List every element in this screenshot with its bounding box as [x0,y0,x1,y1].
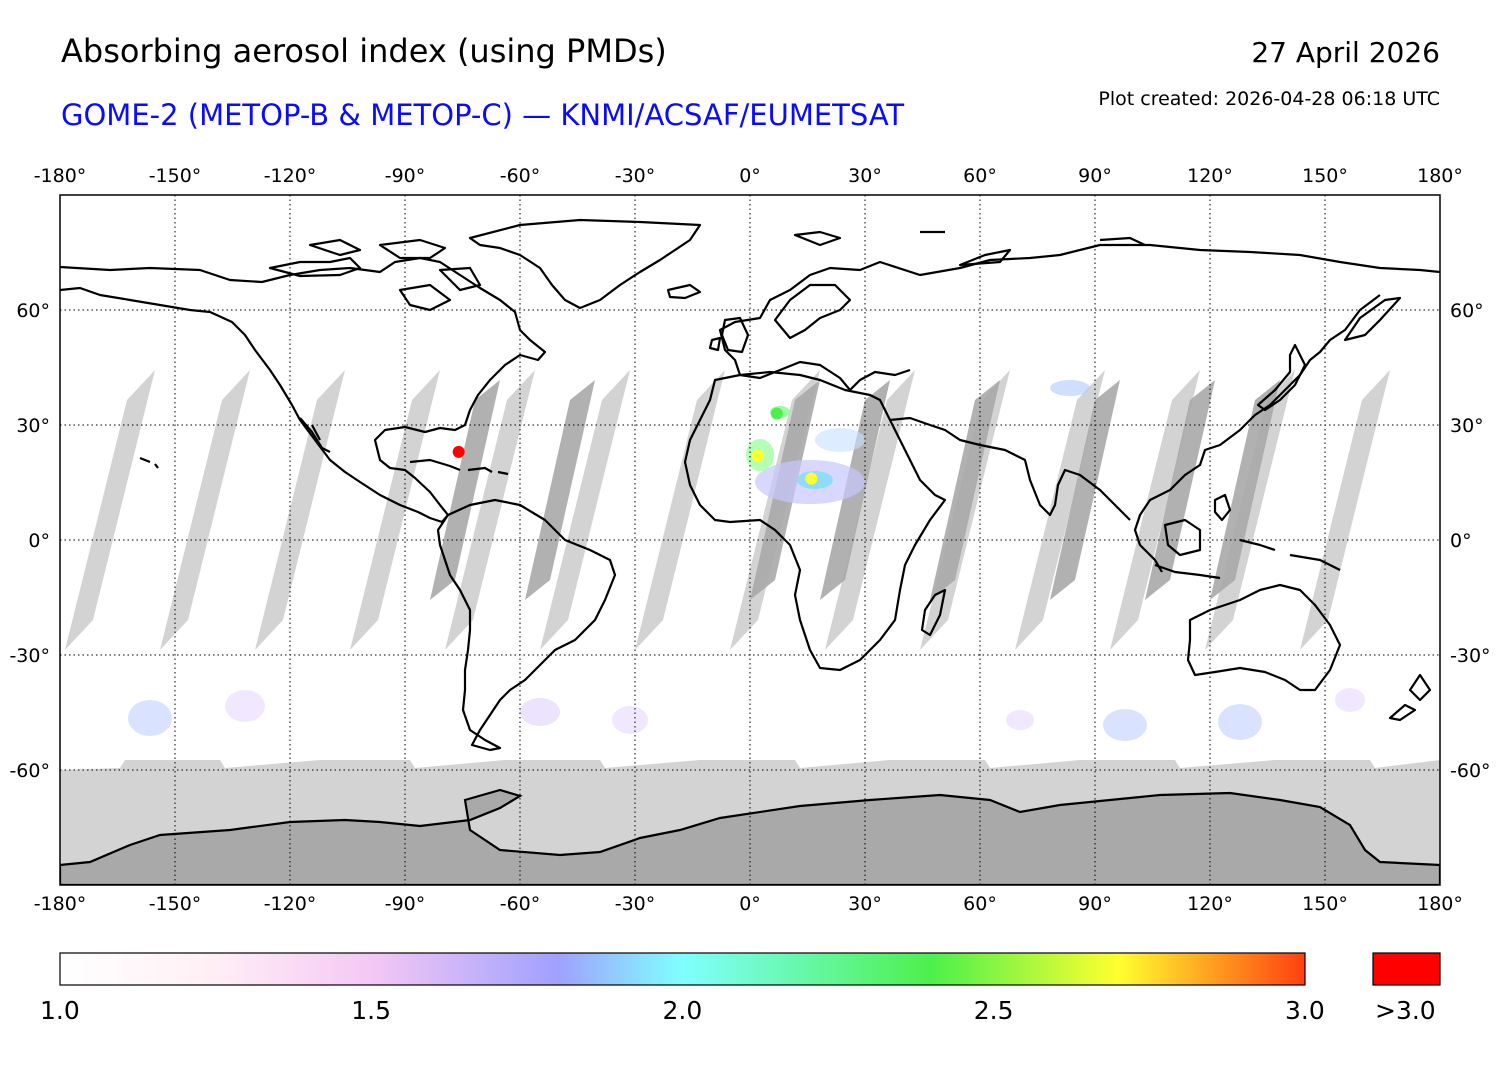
orbit-gap-swaths [65,370,1390,650]
north-america-coast [60,256,547,524]
longitude-tick-label: -180° [34,893,87,915]
kamchatka-coast [1343,296,1402,342]
orbit-gap-swath-land [525,380,595,600]
latitude-labels-right: 60° 30° 0° -30° -60° [1450,300,1491,782]
new-zealand-coast [1388,673,1432,722]
maritime-asia-coast [1154,493,1341,580]
africa-coast [683,370,947,672]
orbit-gap-swath-land [430,380,500,600]
longitude-tick-label: -30° [615,165,656,187]
plot-title: Absorbing aerosol index (using PMDs) [61,32,667,70]
longitude-tick-label: -180° [34,165,87,187]
longitude-tick-label: 150° [1302,893,1348,915]
longitude-tick-label: -150° [149,165,202,187]
scandinavia-coast [773,283,852,340]
longitude-tick-label: 0° [739,893,761,915]
colorbar-tick-label: 1.5 [351,996,392,1025]
colorbar-tick-label: 2.5 [973,996,1014,1025]
mediterranean-coast [739,360,911,392]
aerosol-hotspots [452,407,818,485]
eurasia-coast [718,243,1440,573]
colorbar-over-label: >3.0 [1375,996,1436,1025]
latitude-tick-label: -60° [9,760,50,782]
latitude-tick-label: 0° [1450,530,1472,552]
plot-subtitle: GOME-2 (METOP-B & METOP-C) — KNMI/ACSAF/… [61,98,905,132]
latitude-tick-label: -60° [1450,760,1491,782]
orbit-gap-swath [1300,370,1390,650]
orbit-gap-swath [160,370,250,650]
orbit-gap-swath-land [1050,380,1120,600]
orbit-gap-swath [825,370,915,650]
longitude-tick-label: -120° [264,165,317,187]
longitude-tick-label: -150° [149,893,202,915]
greenland-coast [468,218,702,310]
longitude-tick-label: 150° [1302,165,1348,187]
orbit-gap-swath [350,370,440,650]
british-isles-coast [708,316,750,354]
colorbar-tick-label: 1.0 [40,996,80,1025]
longitude-tick-label: 30° [848,893,882,915]
aerosol-hotspot [770,407,783,420]
colorbar-gradient [59,952,1306,986]
orbit-gap-swath [255,370,345,650]
longitude-tick-label: 180° [1417,893,1463,915]
map-frame [59,194,1441,886]
latitude-tick-label: 0° [28,530,50,552]
longitude-tick-label: 60° [963,165,997,187]
longitude-labels-bottom: -180° -150° -120° -90° -60° -30° 0° 30° 60° 90° 12… [34,893,1463,915]
longitude-tick-label: 30° [848,165,882,187]
latitude-labels-left: 60° 30° 0° -30° -60° [9,300,50,782]
longitude-tick-label: 90° [1078,893,1112,915]
orbit-gap-swath-land [1210,380,1280,600]
longitude-tick-label: 180° [1417,165,1463,187]
latitude-tick-label: -30° [9,645,50,667]
longitude-tick-label: 120° [1187,893,1233,915]
longitude-tick-label: -30° [615,893,656,915]
plot-created-timestamp: Plot created: 2026-04-28 06:18 UTC [1098,88,1440,110]
graticule-grid [60,195,1440,885]
iceland-coast [666,283,702,300]
longitude-tick-label: 0° [739,165,761,187]
colorbar-over-range-box [1372,952,1441,986]
plot-date: 27 April 2026 [1251,36,1440,69]
longitude-tick-label: -90° [385,893,426,915]
orbit-gap-swath [635,370,725,650]
orbit-gap-swath-land [930,380,1000,600]
orbit-gap-swath-land [1145,380,1215,600]
colorbar-tick-label: 3.0 [1285,996,1325,1025]
orbit-gap-swath [65,370,155,650]
latitude-tick-label: 60° [16,300,50,322]
arctic-islands-coast [268,238,482,312]
aerosol-hotspot [452,445,465,458]
baja-california-coast [299,417,331,453]
longitude-tick-label: -90° [385,165,426,187]
orbit-gap-swath [1110,370,1200,650]
longitude-tick-label: -120° [264,893,317,915]
longitude-tick-label: 60° [963,893,997,915]
orbit-gap-swath [540,370,630,650]
arctic-archipelagos-coast [793,230,1146,267]
longitude-labels-top: -180° -150° -120° -90° -60° -30° 0° 30° 60° 90° 12… [34,165,1463,187]
colorbar-tick-label: 2.0 [662,996,703,1025]
madagascar-coast [920,588,947,637]
australia-coast [1186,583,1342,692]
longitude-tick-label: -60° [500,893,541,915]
south-america-coast [436,498,617,752]
coastlines [60,218,1440,752]
orbit-gap-swath [1015,370,1105,650]
latitude-tick-label: -30° [1450,645,1491,667]
latitude-tick-label: 60° [1450,300,1484,322]
longitude-tick-label: -60° [500,165,541,187]
aerosol-hotspot [805,472,818,485]
japan-coast [1256,343,1307,412]
latitude-tick-label: 30° [1450,415,1484,437]
longitude-tick-label: 120° [1187,165,1233,187]
caribbean-islands-coast [139,456,509,476]
orbit-gap-swath [445,370,535,650]
aerosol-hotspot [751,449,764,462]
latitude-tick-label: 30° [16,415,50,437]
longitude-tick-label: 90° [1078,165,1112,187]
